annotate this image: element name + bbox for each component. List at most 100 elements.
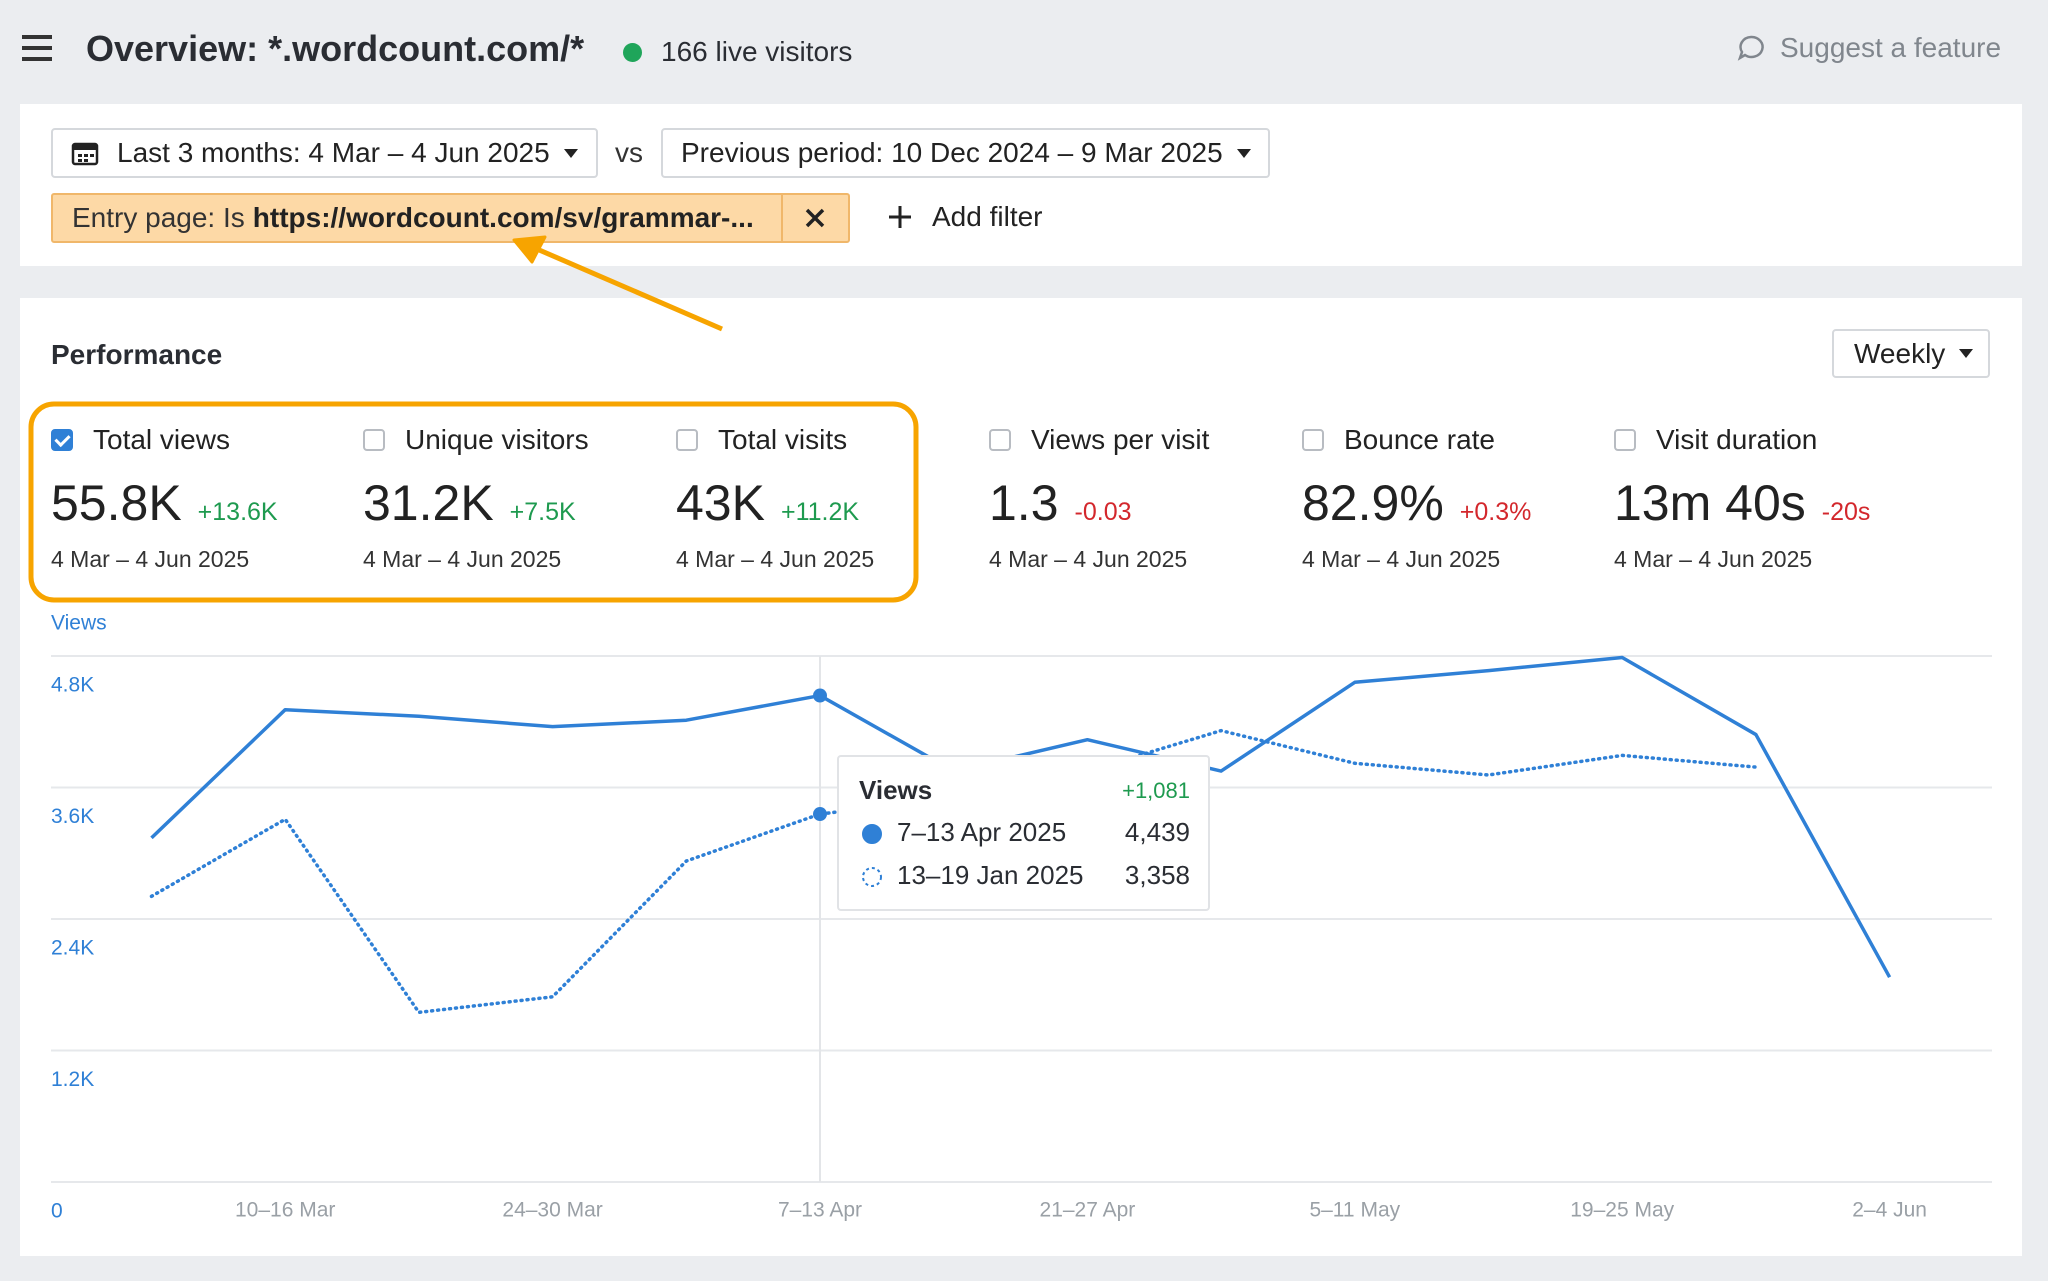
tooltip-swatch xyxy=(862,867,882,887)
vs-label: vs xyxy=(615,137,643,168)
compare-text: Previous period: 10 Dec 2024 – 9 Mar 202… xyxy=(681,137,1223,168)
y-tick-label: 2.4K xyxy=(51,937,94,960)
annotation-arrow xyxy=(529,243,723,332)
metric-change: +7.5K xyxy=(509,498,576,526)
section-title: Performance xyxy=(51,339,223,370)
metric-label: Bounce rate xyxy=(1344,424,1495,455)
metric-value: 13m 40s xyxy=(1614,475,1806,531)
metric-value-row: 82.9% +0.3% xyxy=(1302,474,1612,532)
checkbox[interactable] xyxy=(363,429,385,451)
metric: Visit duration 13m 40s -20s 4 Mar – 4 Jun 2… xyxy=(1614,424,1924,573)
add-filter-text: Add filter xyxy=(932,201,1043,232)
interval-select[interactable]: Weekly xyxy=(1832,329,1990,378)
x-tick-label: 10–16 Mar xyxy=(235,1199,335,1222)
metric-label-row[interactable]: Visit duration xyxy=(1614,424,1924,456)
suggest-feature[interactable]: Suggest a feature xyxy=(1736,32,2001,64)
x-tick-label: 5–11 May xyxy=(1309,1199,1400,1222)
y-tick-label: 3.6K xyxy=(51,805,94,828)
metric-value: 31.2K xyxy=(363,475,494,531)
metric-date: 4 Mar – 4 Jun 2025 xyxy=(363,546,562,572)
tooltip-title: Views xyxy=(859,775,932,805)
metric-change: -0.03 xyxy=(1074,498,1132,526)
tooltip-change: +1,081 xyxy=(1122,778,1190,803)
metric: Total visits 43K +11.2K 4 Mar – 4 Jun 2025 xyxy=(676,424,986,573)
tooltip-box xyxy=(837,755,1210,911)
calendar-icon xyxy=(71,142,99,166)
compare-select[interactable]: Previous period: 10 Dec 2024 – 9 Mar 202… xyxy=(661,128,1270,178)
checkbox[interactable] xyxy=(51,429,73,451)
chip-prefix: Entry page: Is xyxy=(72,202,245,233)
tooltip-label: 13–19 Jan 2025 xyxy=(897,860,1084,890)
x-tick-label: 19–25 May xyxy=(1570,1199,1674,1222)
metric-value-row: 1.3 -0.03 xyxy=(989,474,1299,532)
checkbox[interactable] xyxy=(1614,429,1636,451)
hover-point xyxy=(813,688,827,703)
checkbox[interactable] xyxy=(1302,429,1324,451)
metric-value-row: 43K +11.2K xyxy=(676,474,986,532)
metric: Unique visitors 31.2K +7.5K 4 Mar – 4 Jun 2… xyxy=(363,424,673,573)
menu-button[interactable] xyxy=(22,35,52,61)
metric-date: 4 Mar – 4 Jun 2025 xyxy=(51,546,250,572)
arrow-head xyxy=(512,235,547,264)
page-title: Overview: *.wordcount.com/* xyxy=(86,28,585,69)
period-select[interactable]: Last 3 months: 4 Mar – 4 Jun 2025 xyxy=(51,128,598,178)
metric: Bounce rate 82.9% +0.3% 4 Mar – 4 Jun 2025 xyxy=(1302,424,1612,573)
live-dot xyxy=(623,43,642,62)
period-text: Last 3 months: 4 Mar – 4 Jun 2025 xyxy=(117,137,550,168)
add-filter[interactable]: Add filter xyxy=(886,201,1043,233)
filter-chip[interactable]: Entry page: Is https://wordcount.com/sv/… xyxy=(51,193,850,243)
plus-icon xyxy=(889,206,911,228)
metric-date: 4 Mar – 4 Jun 2025 xyxy=(676,546,875,572)
metric-label-row[interactable]: Bounce rate xyxy=(1302,424,1612,456)
metric-label: Total visits xyxy=(718,424,848,455)
metric-change: +13.6K xyxy=(197,498,278,526)
live-visitors: 166 live visitors xyxy=(661,36,853,67)
y-tick-label: 0 xyxy=(51,1200,63,1223)
metric-label: Unique visitors xyxy=(405,424,589,455)
metric-value: 1.3 xyxy=(989,475,1059,531)
x-tick-label: 21–27 Apr xyxy=(1040,1199,1136,1222)
metric-date: 4 Mar – 4 Jun 2025 xyxy=(1302,546,1501,572)
metric-label-row[interactable]: Unique visitors xyxy=(363,424,673,456)
metric: Total views 55.8K +13.6K 4 Mar – 4 Jun 2025 xyxy=(51,424,361,573)
metric-label-row[interactable]: Total views xyxy=(51,424,361,456)
metric-label: Views per visit xyxy=(1031,424,1210,455)
tooltip-value: 3,358 xyxy=(1125,860,1190,890)
metric-label-row[interactable]: Views per visit xyxy=(989,424,1299,456)
y-axis-label: Views xyxy=(51,612,107,635)
metric-date: 4 Mar – 4 Jun 2025 xyxy=(1614,546,1813,572)
x-tick-label: 2–4 Jun xyxy=(1852,1199,1927,1222)
hover-point xyxy=(813,807,827,822)
highlight-box xyxy=(28,401,919,603)
checkbox[interactable] xyxy=(989,429,1011,451)
chip-remove[interactable] xyxy=(783,195,847,241)
metric: Views per visit 1.3 -0.03 4 Mar – 4 Jun 202… xyxy=(989,424,1299,573)
metric-value: 82.9% xyxy=(1302,475,1444,531)
metric-label: Visit duration xyxy=(1656,424,1818,455)
tooltip-swatch xyxy=(862,824,882,844)
checkbox[interactable] xyxy=(676,429,698,451)
metric-label: Total views xyxy=(93,424,230,455)
y-tick-label: 4.8K xyxy=(51,674,94,697)
metric-change: -20s xyxy=(1821,498,1871,526)
chat-icon xyxy=(1737,35,1764,61)
tooltip: Views +1,081 7–13 Apr 2025 4,439 13–19 Jan 2… xyxy=(837,755,1210,911)
interval-text: Weekly xyxy=(1854,337,1946,369)
metric-value: 55.8K xyxy=(51,475,182,531)
metric-value-row: 31.2K +7.5K xyxy=(363,474,673,532)
chip-value: https://wordcount.com/sv/grammar-... xyxy=(252,202,754,233)
y-tick-label: 1.2K xyxy=(51,1068,94,1091)
metric-value-row: 55.8K +13.6K xyxy=(51,474,361,532)
x-tick-label: 24–30 Mar xyxy=(502,1199,602,1222)
suggest-text: Suggest a feature xyxy=(1780,32,2002,63)
tooltip-label: 7–13 Apr 2025 xyxy=(897,817,1066,847)
x-tick-label: 7–13 Apr xyxy=(778,1199,862,1222)
metric-label-row[interactable]: Total visits xyxy=(676,424,986,456)
metric-value-row: 13m 40s -20s xyxy=(1614,474,1924,532)
metric-change: +0.3% xyxy=(1459,498,1532,526)
tooltip-value: 4,439 xyxy=(1125,817,1190,847)
metric-value: 43K xyxy=(676,475,765,531)
metric-change: +11.2K xyxy=(780,498,860,526)
